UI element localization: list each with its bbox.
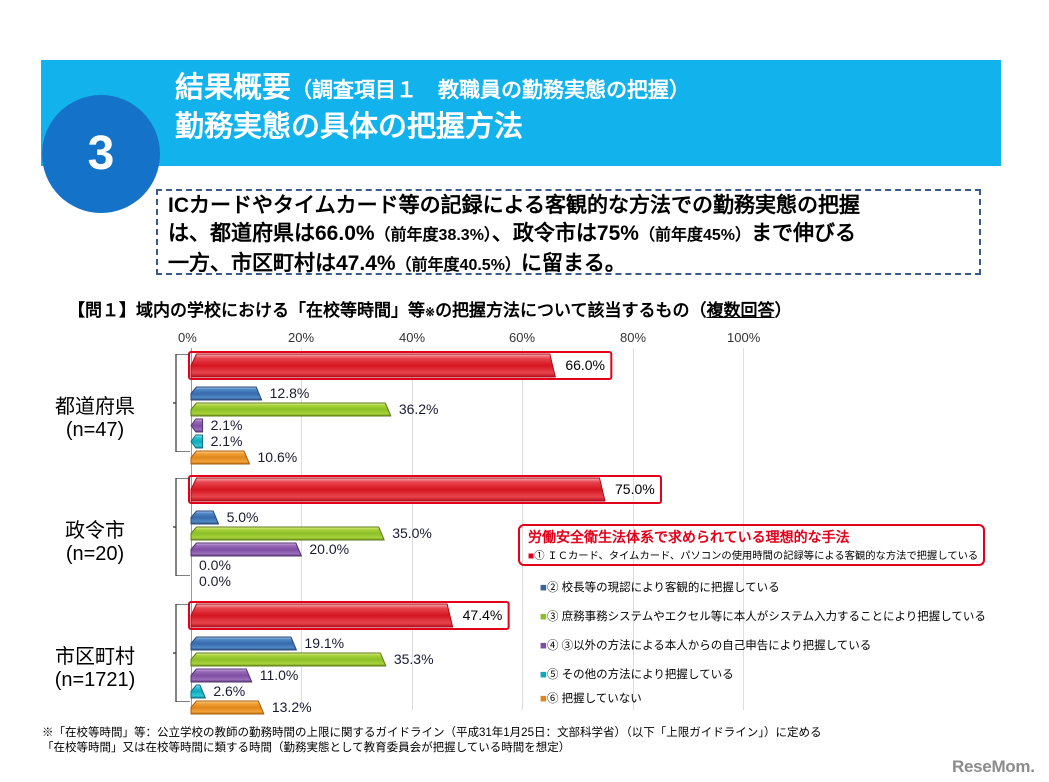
svg-text:ReseMom.: ReseMom. — [952, 757, 1035, 776]
